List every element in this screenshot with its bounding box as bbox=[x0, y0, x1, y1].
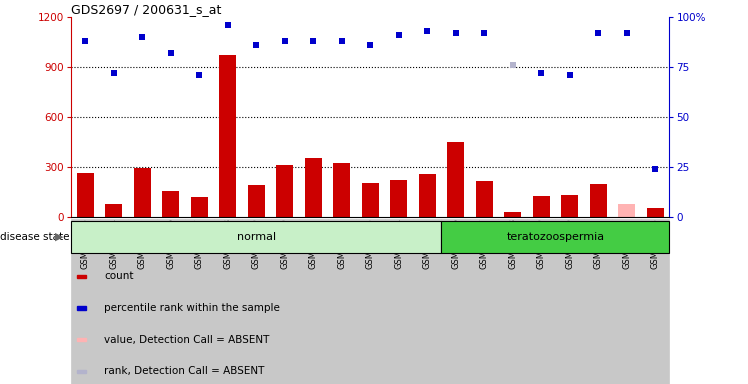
Text: GDS2697 / 200631_s_at: GDS2697 / 200631_s_at bbox=[71, 3, 221, 16]
Bar bbox=[476, 181, 493, 217]
Bar bbox=[441, 219, 470, 384]
Bar bbox=[77, 306, 86, 310]
Bar bbox=[105, 205, 123, 217]
Bar bbox=[333, 163, 350, 217]
Bar bbox=[304, 158, 322, 217]
Text: teratozoospermia: teratozoospermia bbox=[506, 232, 604, 242]
Bar bbox=[71, 219, 99, 384]
Point bbox=[450, 30, 462, 36]
Bar bbox=[248, 185, 265, 217]
Point bbox=[193, 72, 205, 78]
Bar bbox=[77, 275, 86, 278]
Point bbox=[108, 70, 120, 76]
Bar bbox=[77, 173, 94, 217]
Text: count: count bbox=[104, 271, 133, 281]
Bar bbox=[242, 219, 271, 384]
Point bbox=[393, 32, 405, 38]
Bar bbox=[413, 219, 441, 384]
Bar bbox=[134, 168, 151, 217]
Bar bbox=[362, 183, 378, 217]
Bar bbox=[504, 212, 521, 217]
Bar bbox=[647, 208, 663, 217]
Bar bbox=[641, 219, 669, 384]
Point bbox=[592, 30, 604, 36]
Bar bbox=[191, 197, 208, 217]
Bar bbox=[213, 219, 242, 384]
Bar bbox=[156, 219, 185, 384]
Bar bbox=[99, 219, 128, 384]
Bar bbox=[533, 196, 550, 217]
Text: normal: normal bbox=[236, 232, 276, 242]
Bar bbox=[162, 191, 180, 217]
Bar bbox=[556, 219, 584, 384]
Bar bbox=[613, 219, 641, 384]
Bar bbox=[71, 221, 441, 253]
Bar bbox=[185, 219, 213, 384]
Point bbox=[364, 42, 376, 48]
Bar bbox=[447, 142, 465, 217]
Point bbox=[506, 62, 518, 68]
Point bbox=[478, 30, 490, 36]
Bar bbox=[128, 219, 156, 384]
Bar bbox=[271, 219, 299, 384]
Text: rank, Detection Call = ABSENT: rank, Detection Call = ABSENT bbox=[104, 366, 264, 376]
Text: percentile rank within the sample: percentile rank within the sample bbox=[104, 303, 280, 313]
Point bbox=[222, 22, 234, 28]
Bar bbox=[77, 338, 86, 341]
Point bbox=[621, 30, 633, 36]
Bar bbox=[328, 219, 356, 384]
Point bbox=[536, 70, 548, 76]
Bar bbox=[498, 219, 527, 384]
Bar bbox=[441, 221, 669, 253]
Bar bbox=[77, 370, 86, 373]
Bar bbox=[356, 219, 384, 384]
Bar bbox=[561, 195, 578, 217]
Bar bbox=[589, 184, 607, 217]
Point bbox=[79, 38, 91, 44]
Point bbox=[136, 34, 148, 40]
Bar bbox=[276, 166, 293, 217]
Bar bbox=[219, 55, 236, 217]
Bar bbox=[390, 180, 408, 217]
Bar bbox=[384, 219, 413, 384]
Bar bbox=[470, 219, 498, 384]
Text: disease state: disease state bbox=[0, 232, 70, 242]
Point bbox=[307, 38, 319, 44]
Text: value, Detection Call = ABSENT: value, Detection Call = ABSENT bbox=[104, 334, 269, 345]
Point bbox=[336, 38, 348, 44]
Point bbox=[421, 28, 433, 34]
Bar bbox=[618, 205, 635, 217]
Bar bbox=[584, 219, 613, 384]
Bar bbox=[419, 174, 436, 217]
Point bbox=[279, 38, 291, 44]
Point bbox=[649, 166, 661, 172]
Text: ▶: ▶ bbox=[55, 232, 64, 242]
Point bbox=[165, 50, 177, 56]
Point bbox=[251, 42, 263, 48]
Bar bbox=[299, 219, 328, 384]
Bar bbox=[527, 219, 556, 384]
Point bbox=[564, 72, 576, 78]
